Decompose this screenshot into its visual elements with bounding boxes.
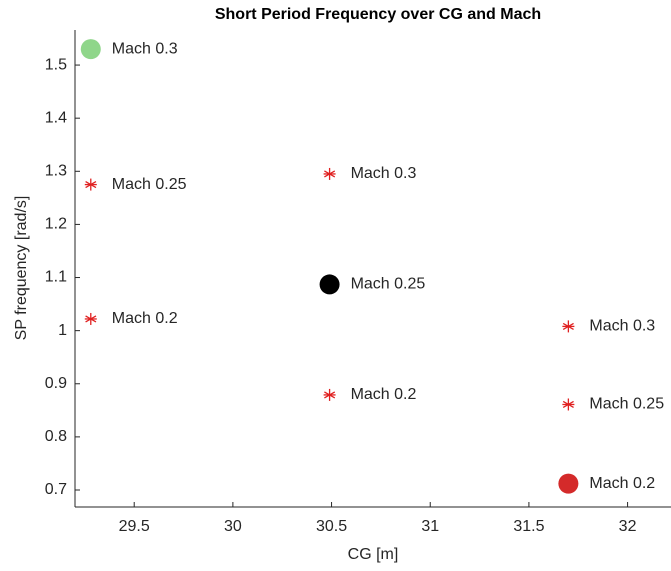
point: [80, 39, 101, 60]
point-label: Mach 0.25: [112, 176, 187, 193]
x-axis-label: CG [m]: [348, 546, 399, 563]
point: [84, 178, 97, 191]
point: [562, 398, 575, 411]
point: [323, 388, 336, 401]
x-tick-label: 31.5: [513, 518, 544, 535]
point-label: Mach 0.2: [112, 310, 178, 327]
point-label: Mach 0.2: [589, 475, 655, 492]
point-label: Mach 0.2: [351, 386, 417, 403]
y-tick-label: 1.2: [45, 216, 67, 233]
y-tick-label: 0.8: [45, 428, 67, 445]
x-tick-label: 30: [224, 518, 242, 535]
y-tick-label: 1.3: [45, 163, 67, 180]
y-tick-label: 1: [58, 322, 67, 339]
y-tick-label: 0.7: [45, 481, 67, 498]
y-axis-label: SP frequency [rad/s]: [13, 196, 30, 341]
point: [558, 473, 579, 494]
point-label: Mach 0.3: [112, 40, 178, 57]
point: [323, 167, 336, 180]
x-tick-label: 31: [421, 518, 439, 535]
point-label: Mach 0.3: [589, 318, 655, 335]
x-tick-label: 30.5: [316, 518, 347, 535]
point-label: Mach 0.3: [351, 165, 417, 182]
chart-title: Short Period Frequency over CG and Mach: [215, 6, 541, 23]
y-tick-label: 0.9: [45, 375, 67, 392]
y-tick-label: 1.1: [45, 269, 67, 286]
point: [562, 320, 575, 333]
point-label: Mach 0.25: [351, 276, 426, 293]
point: [319, 274, 340, 295]
x-tick-label: 29.5: [119, 518, 150, 535]
x-tick-label: 32: [619, 518, 637, 535]
point-label: Mach 0.25: [589, 396, 664, 413]
y-tick-label: 1.5: [45, 56, 67, 73]
y-tick-label: 1.4: [45, 109, 67, 126]
point: [84, 312, 97, 325]
